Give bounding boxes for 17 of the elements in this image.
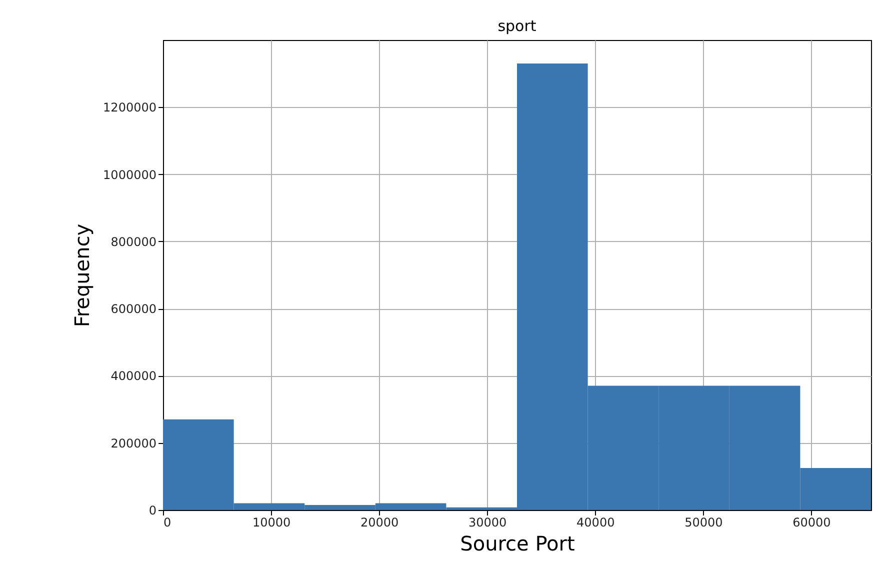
x-tick-label: 30000 [468,516,507,530]
y-tick-label: 200000 [110,436,156,450]
y-tick-label: 0 [148,504,156,518]
chart-title: sport [498,17,536,35]
x-tick-label: 50000 [684,516,723,530]
y-tick-label: 600000 [110,302,156,316]
x-tick-label: 40000 [576,516,615,530]
y-tick-label: 800000 [110,234,156,249]
y-tick-label: 400000 [110,369,156,384]
y-tick-label: 1000000 [103,168,156,182]
x-tick-label: 20000 [360,516,399,530]
x-tick-label: 60000 [792,516,831,530]
y-axis-title: Frequency [70,224,94,328]
x-tick-label: 10000 [252,516,291,530]
x-axis-title: Source Port [460,532,576,556]
x-tick-label: 0 [164,516,172,530]
y-tick-label: 1200000 [103,100,156,115]
